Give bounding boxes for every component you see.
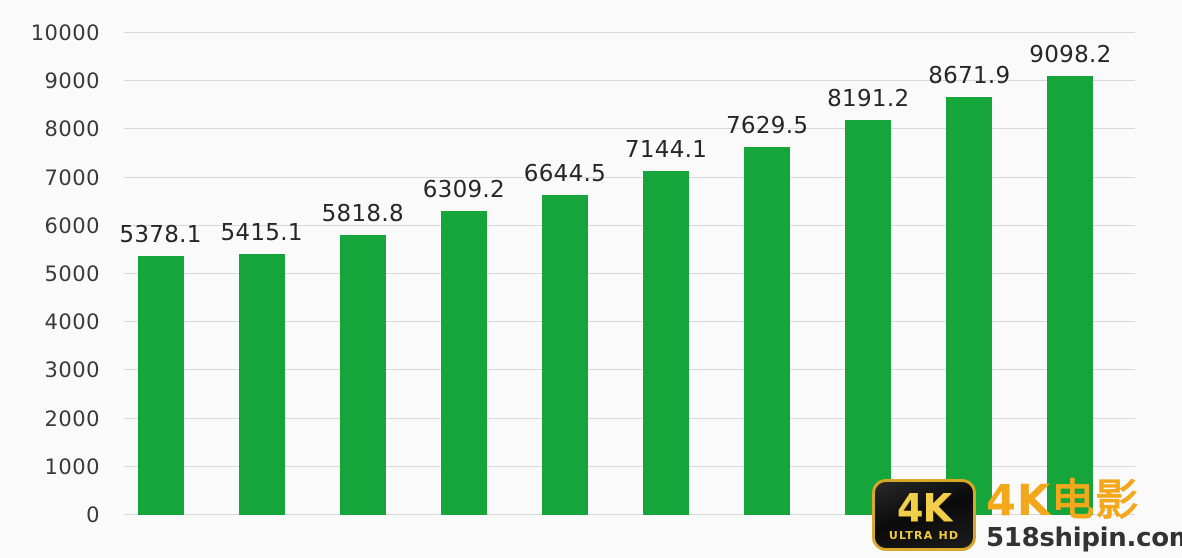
gridline bbox=[124, 417, 1135, 419]
plot-area: 5378.1 5415.1 5818.8 6309.2 6644.5 7144.1 7629… bbox=[119, 32, 1135, 515]
bar bbox=[238, 254, 285, 515]
gridline bbox=[124, 224, 1135, 226]
gridline bbox=[124, 176, 1135, 178]
y-axis-tick-label: 1000 bbox=[44, 454, 100, 479]
bar bbox=[946, 97, 993, 515]
gridline bbox=[124, 80, 1135, 82]
bar bbox=[845, 120, 892, 515]
y-axis-tick-label: 2000 bbox=[44, 406, 100, 431]
bar-value-label: 8671.9 bbox=[928, 63, 1011, 90]
bar-value-label: 7629.5 bbox=[726, 113, 809, 140]
bar bbox=[1047, 76, 1094, 515]
gridline bbox=[124, 32, 1135, 33]
y-axis-tick-label: 8000 bbox=[44, 117, 100, 142]
y-axis-tick-label: 9000 bbox=[44, 69, 100, 94]
y-axis-tick-label: 5000 bbox=[44, 262, 100, 286]
watermark: 4K ULTRA HD 4K电影 518shipin.com bbox=[872, 472, 1182, 558]
gridline bbox=[124, 514, 1135, 515]
bar bbox=[643, 170, 690, 515]
bar-value-label: 9098.2 bbox=[1029, 42, 1112, 69]
badge-ultra-hd-text: ULTRA HD bbox=[888, 529, 960, 542]
gridline bbox=[124, 128, 1135, 130]
watermark-domain: 518shipin.com bbox=[986, 522, 1182, 553]
bar-value-label: 5415.1 bbox=[220, 220, 303, 246]
bar-value-label: 6644.5 bbox=[523, 160, 607, 187]
bar-value-label: 5818.8 bbox=[321, 200, 404, 227]
badge-4k-text: 4K bbox=[897, 486, 952, 530]
y-axis-tick-label: 4000 bbox=[44, 310, 100, 335]
bar-value-label: 7144.1 bbox=[624, 136, 708, 163]
bar bbox=[339, 234, 386, 515]
y-axis-tick-label: 10000 bbox=[30, 21, 100, 45]
gridline bbox=[124, 321, 1135, 323]
y-axis-tick-label: 6000 bbox=[44, 213, 100, 238]
ultra-hd-badge-icon: 4K ULTRA HD bbox=[872, 479, 976, 551]
y-axis-tick-label: 0 bbox=[86, 503, 100, 527]
gridline bbox=[124, 369, 1135, 371]
y-axis-tick-label: 7000 bbox=[44, 165, 100, 190]
y-axis-tick-label: 3000 bbox=[44, 358, 100, 383]
bar bbox=[137, 255, 184, 515]
bar bbox=[541, 194, 588, 515]
watermark-text-block: 4K电影 518shipin.com bbox=[986, 475, 1182, 553]
bar bbox=[440, 210, 487, 515]
bar-value-label: 8191.2 bbox=[827, 86, 910, 113]
bar-value-label: 6309.2 bbox=[422, 176, 505, 203]
bar bbox=[744, 147, 791, 515]
bar-value-label: 5378.1 bbox=[119, 221, 202, 248]
gridline bbox=[124, 465, 1135, 467]
gridline bbox=[124, 273, 1135, 274]
watermark-title: 4K电影 bbox=[986, 475, 1140, 526]
